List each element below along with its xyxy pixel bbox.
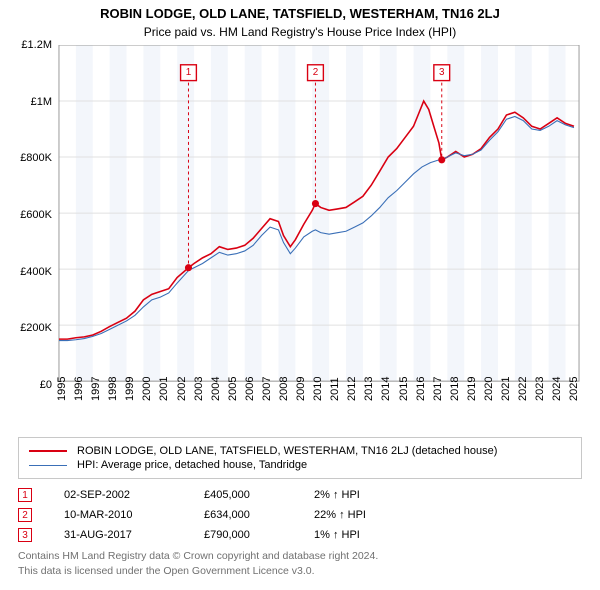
legend-row: HPI: Average price, detached house, Tand… — [29, 458, 571, 472]
sale-row: 2 10-MAR-2010£634,00022% ↑ HPI — [18, 505, 582, 525]
footer-line-1: Contains HM Land Registry data © Crown c… — [18, 549, 582, 564]
y-tick-label: £1.2M — [12, 39, 52, 51]
sale-marker-icon: 2 — [18, 508, 32, 522]
title-sub: Price paid vs. HM Land Registry's House … — [0, 21, 600, 45]
attribution-text: Contains HM Land Registry data © Crown c… — [18, 549, 582, 578]
svg-text:1: 1 — [186, 67, 192, 78]
chart-container: ROBIN LODGE, OLD LANE, TATSFIELD, WESTER… — [0, 0, 600, 578]
sale-date: 31-AUG-2017 — [64, 529, 204, 541]
x-tick-label: 2025 — [568, 377, 600, 401]
sale-pct: 22% ↑ HPI — [314, 509, 424, 521]
y-tick-label: £1M — [12, 96, 52, 108]
sale-marker-icon: 3 — [18, 528, 32, 542]
legend-swatch — [29, 465, 67, 466]
sale-price: £405,000 — [204, 489, 314, 501]
sale-date: 10-MAR-2010 — [64, 509, 204, 521]
sale-pct: 1% ↑ HPI — [314, 529, 424, 541]
y-tick-label: £400K — [12, 266, 52, 278]
sale-pct: 2% ↑ HPI — [314, 489, 424, 501]
sale-price: £790,000 — [204, 529, 314, 541]
sale-date: 02-SEP-2002 — [64, 489, 204, 501]
sale-price: £634,000 — [204, 509, 314, 521]
sale-row: 3 31-AUG-2017£790,0001% ↑ HPI — [18, 525, 582, 545]
y-tick-label: £0 — [12, 379, 52, 391]
svg-text:2: 2 — [313, 67, 319, 78]
footer-line-2: This data is licensed under the Open Gov… — [18, 564, 582, 579]
chart-area: 123 £0£200K£400K£600K£800K£1M£1.2M199519… — [12, 45, 588, 425]
y-tick-label: £200K — [12, 322, 52, 334]
legend: ROBIN LODGE, OLD LANE, TATSFIELD, WESTER… — [18, 437, 582, 479]
chart-svg: 1 2 3 — [56, 45, 582, 395]
sale-marker-icon: 1 — [18, 488, 32, 502]
sale-row: 1 02-SEP-2002£405,0002% ↑ HPI — [18, 485, 582, 505]
legend-row: ROBIN LODGE, OLD LANE, TATSFIELD, WESTER… — [29, 444, 571, 458]
y-tick-label: £600K — [12, 209, 52, 221]
sales-table: 1 02-SEP-2002£405,0002% ↑ HPI 2 10-MAR-2010… — [18, 485, 582, 545]
title-main: ROBIN LODGE, OLD LANE, TATSFIELD, WESTER… — [0, 0, 600, 21]
legend-label: ROBIN LODGE, OLD LANE, TATSFIELD, WESTER… — [77, 445, 497, 457]
legend-swatch — [29, 450, 67, 452]
svg-text:3: 3 — [439, 67, 445, 78]
legend-label: HPI: Average price, detached house, Tand… — [77, 459, 307, 471]
y-tick-label: £800K — [12, 152, 52, 164]
